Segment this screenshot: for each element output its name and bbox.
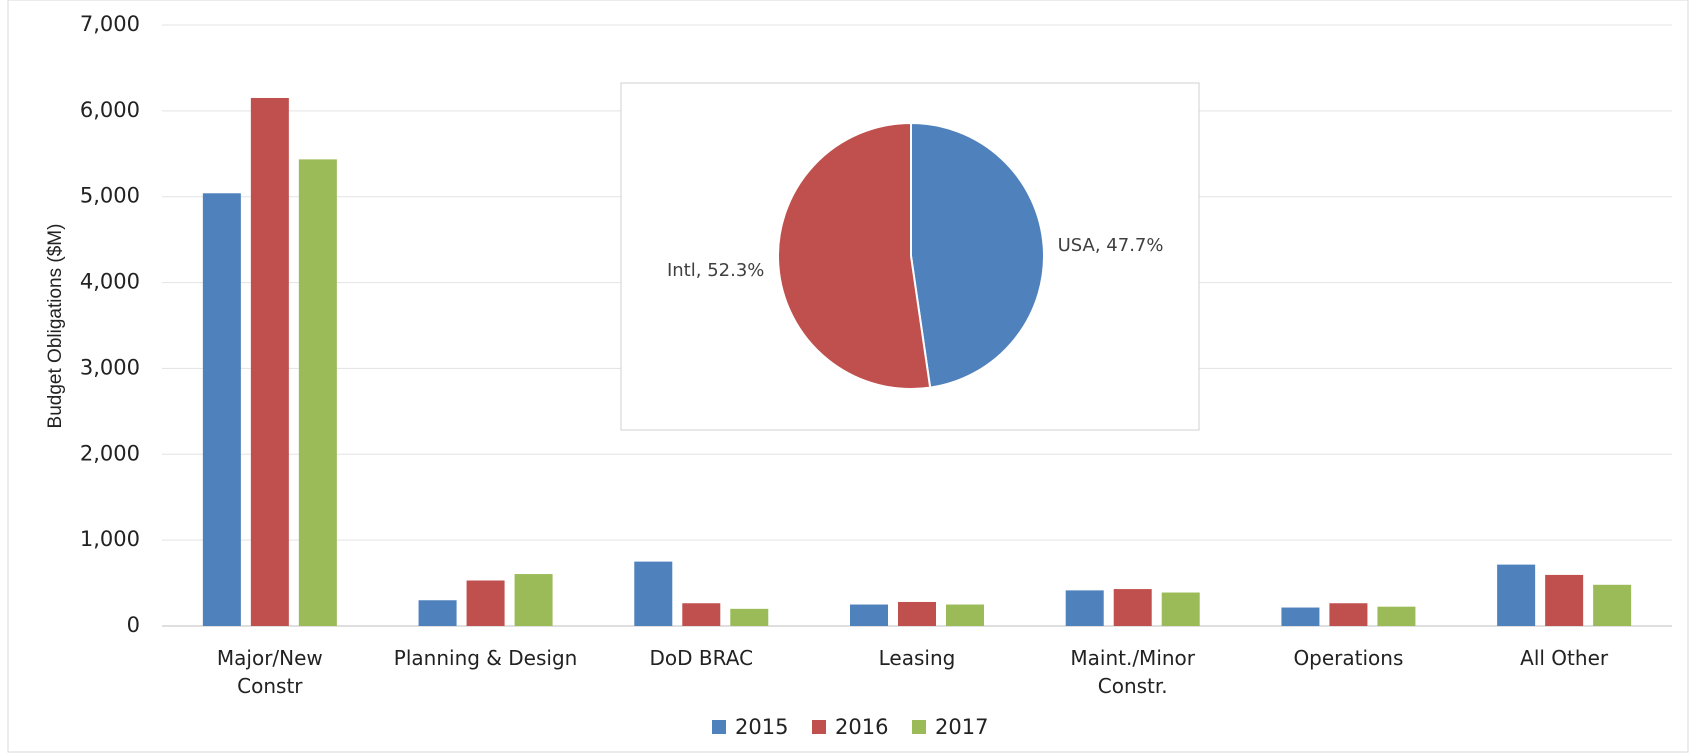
bar: [250, 97, 289, 626]
bar: [1329, 603, 1368, 626]
chart-border: [7, 0, 1689, 753]
pie-slice: [910, 121, 1046, 389]
bar: [298, 159, 337, 626]
bar: [898, 601, 936, 626]
pie-label: Intl, 52.3%: [667, 260, 764, 281]
y-tick-label: 7,000: [80, 12, 140, 36]
x-tick-label: Planning & Design: [393, 646, 578, 670]
y-tick-label: 5,000: [80, 184, 140, 208]
bar: [202, 193, 241, 626]
legend-label: 2016: [835, 715, 888, 739]
x-tick-label: Major/New Constr: [216, 646, 323, 698]
bar: [1545, 574, 1584, 626]
bar: [514, 574, 553, 626]
pie-label: USA, 47.7%: [1058, 235, 1164, 256]
y-tick-label: 2,000: [80, 441, 140, 465]
bar: [1377, 606, 1416, 626]
y-tick-label: 6,000: [80, 98, 140, 122]
bar: [1065, 590, 1104, 626]
y-tick-label: 1,000: [80, 527, 140, 551]
x-tick-label: Leasing: [878, 646, 956, 670]
x-tick-label: Operations: [1293, 646, 1404, 670]
bar: [418, 600, 457, 626]
legend-swatch: [912, 720, 926, 734]
bar: [1161, 592, 1200, 626]
bar: [466, 580, 505, 626]
x-tick-label: Maint./Minor Constr.: [1070, 646, 1196, 698]
bar: [730, 608, 769, 626]
legend-swatch: [712, 720, 726, 734]
bar: [1113, 589, 1152, 626]
x-tick-label: All Other: [1520, 646, 1609, 670]
y-tick-label: 3,000: [80, 355, 140, 379]
bar: [1497, 564, 1536, 626]
bar: [850, 604, 888, 626]
bar: [1281, 607, 1320, 626]
legend-label: 2017: [935, 715, 988, 739]
bar: [634, 561, 673, 626]
legend-swatch: [812, 720, 826, 734]
bar: [1593, 584, 1632, 626]
legend-label: 2015: [735, 715, 788, 739]
x-tick-label: DoD BRAC: [649, 646, 754, 670]
y-tick-label: 4,000: [80, 270, 140, 294]
bar: [682, 603, 721, 626]
pie-slice: [777, 121, 932, 390]
y-tick-label: 0: [127, 613, 140, 637]
y-axis-label: Budget Obligations ($M): [45, 224, 66, 429]
bar: [946, 604, 984, 626]
